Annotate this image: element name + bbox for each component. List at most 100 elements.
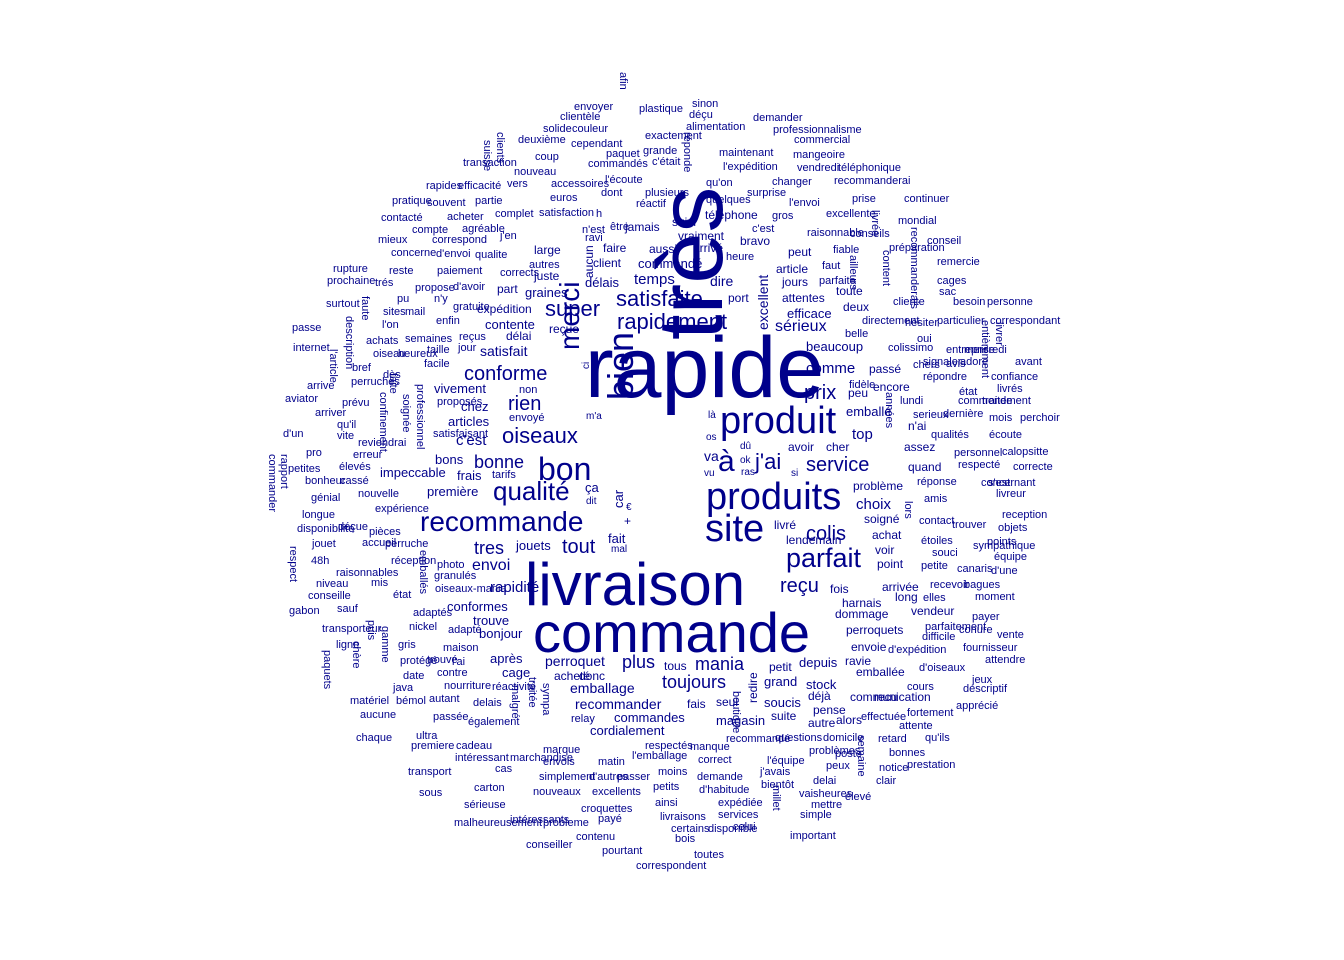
word-cloud-term: pourtant <box>602 845 643 857</box>
word-cloud-term: lors <box>902 501 914 519</box>
word-cloud-term: seul <box>716 695 739 709</box>
word-cloud-term: comme <box>806 360 856 377</box>
word-cloud-term: acheté <box>554 669 591 683</box>
word-cloud-term: autres <box>529 259 560 271</box>
word-cloud-term: première <box>427 484 479 499</box>
word-cloud-term: bravo <box>740 234 771 248</box>
word-cloud-term: produits <box>706 476 842 518</box>
word-cloud-term: transporteur <box>322 623 382 635</box>
word-cloud-term: elles <box>923 592 946 604</box>
word-cloud-term: délai <box>506 329 532 343</box>
word-cloud-term: perruche <box>385 538 429 550</box>
word-cloud-term: petits <box>653 781 680 793</box>
word-cloud-term: moins <box>658 766 688 778</box>
word-cloud-term: réponde <box>681 132 693 173</box>
word-cloud-term: propose <box>415 282 455 294</box>
word-cloud-term: étoiles <box>921 535 953 547</box>
word-cloud-term: chers <box>913 359 940 371</box>
word-cloud-term: cassé <box>340 475 369 487</box>
word-cloud-term: excellents <box>592 786 641 798</box>
word-cloud-term: remercie <box>937 256 980 268</box>
word-cloud-term: sac <box>939 286 957 298</box>
word-cloud-term: jours <box>782 275 809 289</box>
word-cloud-term: dommage <box>835 607 889 621</box>
word-cloud-term: 48h <box>311 555 330 567</box>
word-cloud-term: faite <box>387 373 399 394</box>
word-cloud-term: dit <box>586 496 597 507</box>
word-cloud-term: tarifs <box>492 469 516 481</box>
word-cloud-term: bonheur <box>305 475 346 487</box>
word-cloud-term: réactivité <box>492 681 537 693</box>
word-cloud-term: delai <box>813 775 837 787</box>
word-cloud-term: concernant <box>981 477 1036 489</box>
word-cloud-term: recommande <box>420 506 584 537</box>
word-cloud-term: perroquets <box>846 623 904 637</box>
word-cloud-term: paquet <box>606 148 640 160</box>
word-cloud-term: toujours <box>662 672 727 692</box>
word-cloud-term: magasin <box>716 713 766 728</box>
word-cloud-term: excellente <box>826 208 876 220</box>
word-cloud-term: l'envoi <box>789 197 820 209</box>
word-cloud-term: arrive <box>307 380 335 392</box>
word-cloud-term: bientôt <box>761 779 795 791</box>
word-cloud-term: faire <box>603 241 627 255</box>
word-cloud-term: alors <box>836 713 863 727</box>
word-cloud-term: conseiller <box>526 839 573 851</box>
word-cloud-term: intéressant <box>455 752 509 764</box>
word-cloud-term: hésiter <box>905 317 939 329</box>
word-cloud-term: reçus <box>459 331 486 343</box>
word-cloud-term: colissimo <box>888 342 934 354</box>
word-cloud-term: stock <box>806 677 837 692</box>
word-cloud-term: gris <box>398 639 416 651</box>
word-cloud-term: élevé <box>845 791 872 803</box>
word-cloud-term: paiement <box>437 265 483 277</box>
word-cloud-term: aucune <box>360 709 397 721</box>
word-cloud-term: redire <box>746 672 760 703</box>
word-cloud-term: délais <box>585 275 619 290</box>
word-cloud-term: faute <box>359 296 371 321</box>
word-cloud-term: nouveau <box>514 166 557 178</box>
word-cloud-term: satisfaction <box>539 207 595 219</box>
word-cloud-term: malgré <box>509 685 521 719</box>
word-cloud-term: reçu <box>780 575 819 597</box>
word-cloud-term: gabon <box>289 605 320 617</box>
word-cloud-term: deux <box>843 300 870 314</box>
word-cloud-term: prestation <box>907 759 956 771</box>
word-cloud-term: vente <box>997 629 1024 641</box>
word-cloud-term: avant <box>1015 356 1042 368</box>
word-cloud-term: mis <box>371 577 389 589</box>
word-cloud-term: fortement <box>907 707 954 719</box>
word-cloud-term: nickel <box>409 621 438 633</box>
word-cloud-term: marque <box>543 744 581 756</box>
word-cloud-term: souvent <box>427 197 466 209</box>
word-cloud-term: entreprise <box>946 344 995 356</box>
word-cloud-term: suisse <box>481 140 493 172</box>
word-cloud-term: oiseaux <box>502 423 578 448</box>
word-cloud-term: cher <box>826 440 850 454</box>
word-cloud-term: expédition <box>477 302 532 316</box>
word-cloud-term: correspondent <box>636 860 707 872</box>
word-cloud-term: tous <box>664 659 687 673</box>
word-cloud-term: oui <box>917 333 932 345</box>
word-cloud-term: manque <box>690 741 730 753</box>
word-cloud-term: non <box>519 384 538 396</box>
word-cloud-term: état <box>959 386 978 398</box>
word-cloud-term: produit <box>720 400 837 442</box>
word-cloud-term: pu <box>397 293 410 305</box>
word-cloud-term: plastique <box>639 103 684 115</box>
word-cloud-term: retard <box>878 733 907 745</box>
word-cloud-term: point <box>877 557 904 571</box>
word-cloud-term: cordialement <box>590 723 665 738</box>
word-cloud-term: reception <box>1002 509 1048 521</box>
word-cloud-term: couleur <box>572 123 609 135</box>
word-cloud-term: perroquet <box>545 653 605 669</box>
word-cloud-term: j'avais <box>760 766 791 778</box>
word-cloud-term: passe <box>292 322 322 334</box>
word-cloud-term: harnais <box>842 596 882 610</box>
word-cloud-term: dont <box>601 187 623 199</box>
word-cloud-term: attente <box>899 720 933 732</box>
word-cloud-term: surtout <box>326 298 360 310</box>
word-cloud-term: c'est <box>752 223 775 235</box>
word-cloud-term: également <box>468 716 520 728</box>
word-cloud-term: être <box>610 221 629 233</box>
